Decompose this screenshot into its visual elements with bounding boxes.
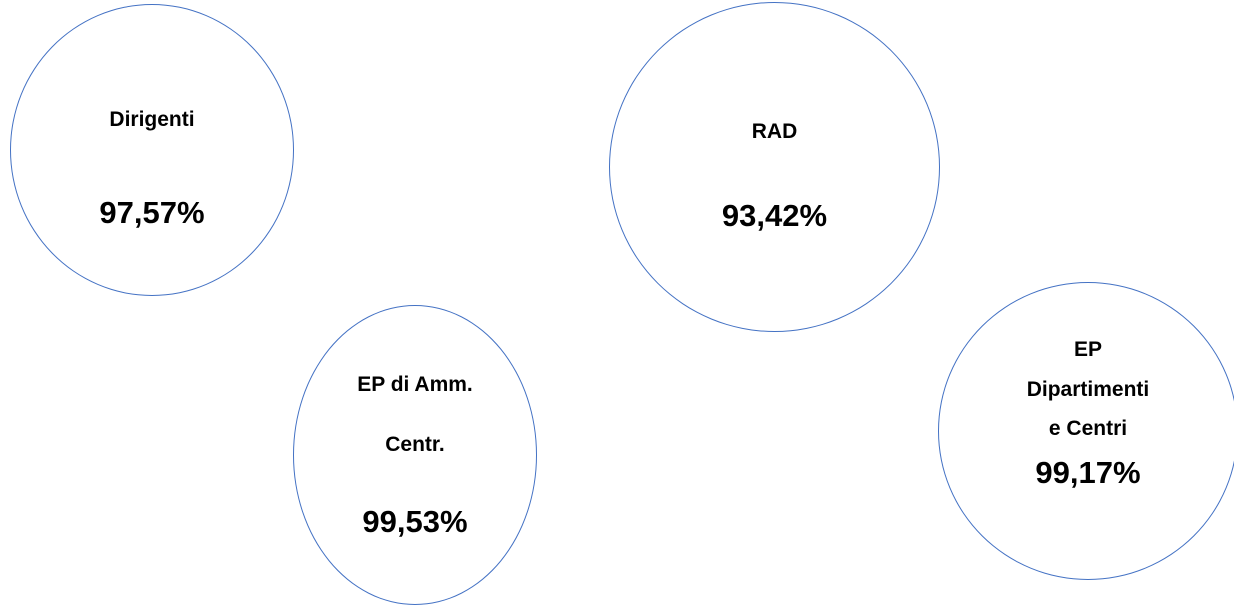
- value-ep-dipartimenti: 99,17%: [1035, 455, 1141, 490]
- value-rad: 93,42%: [721, 198, 828, 233]
- label-dirigenti: Dirigenti: [109, 108, 195, 131]
- circle-dirigenti: Dirigenti 97,57%: [10, 4, 294, 296]
- label-ep-amm-centr-line1: EP di Amm.: [357, 373, 473, 396]
- label-ep-dipartimenti-line3: e Centri: [1048, 417, 1128, 440]
- circle-ep-amm-centr: EP di Amm. Centr. 99,53%: [293, 305, 537, 605]
- label-ep-dipartimenti-line1: EP: [1073, 338, 1102, 361]
- value-dirigenti: 97,57%: [99, 195, 205, 230]
- label-rad: RAD: [751, 120, 798, 143]
- label-ep-amm-centr-line2: Centr.: [385, 433, 445, 456]
- value-ep-amm-centr: 99,53%: [362, 504, 468, 539]
- circle-rad: RAD 93,42%: [609, 2, 940, 332]
- label-ep-dipartimenti-line2: Dipartimenti: [1026, 378, 1150, 401]
- circle-ep-dipartimenti: EP Dipartimenti e Centri 99,17%: [938, 282, 1234, 580]
